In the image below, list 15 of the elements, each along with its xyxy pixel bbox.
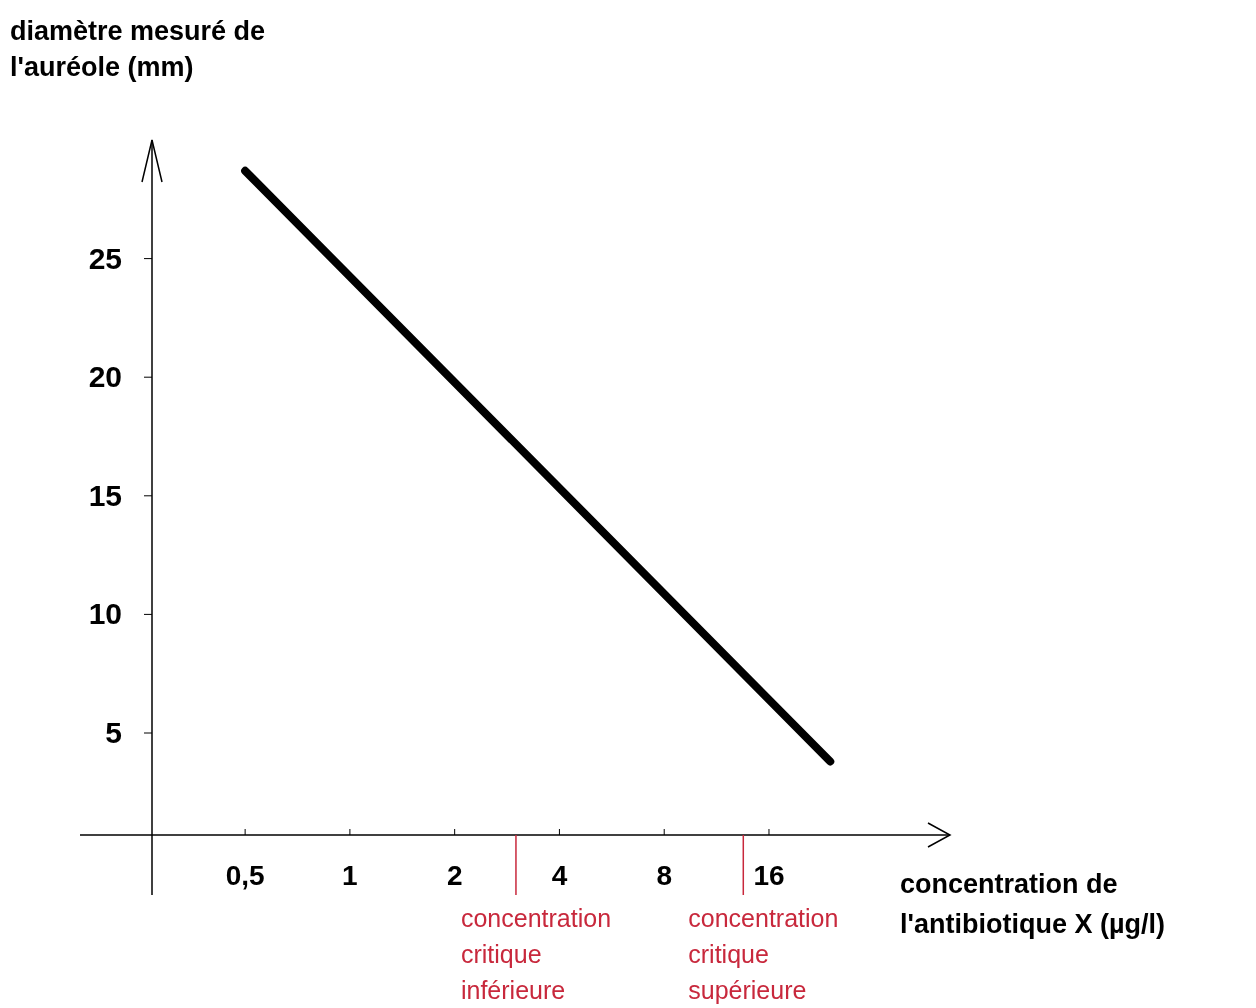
x-axis-title: concentration de l'antibiotique X (µg/l) [900, 869, 1165, 939]
y-tick-label: 20 [88, 360, 122, 394]
ref-line-label: concentration critique inférieure [460, 904, 612, 1004]
y-tick-label: 5 [105, 716, 122, 749]
x-tick-label: 2 [446, 860, 463, 891]
ref-line-label: concentration critique supérieure [688, 904, 839, 1004]
x-tick-label: 1 [342, 860, 358, 891]
y-tick-label: 25 [88, 241, 122, 275]
y-tick-label: 10 [88, 597, 122, 631]
x-tick-label: 16 [753, 860, 785, 891]
x-tick-label: 8 [656, 860, 672, 891]
x-tick-label: 4 [551, 860, 568, 891]
y-axis-title: diamètre mesuré de l'auréole (mm) [10, 16, 266, 82]
x-tick-label: 0,5 [225, 860, 265, 891]
y-tick-label: 15 [88, 478, 122, 512]
